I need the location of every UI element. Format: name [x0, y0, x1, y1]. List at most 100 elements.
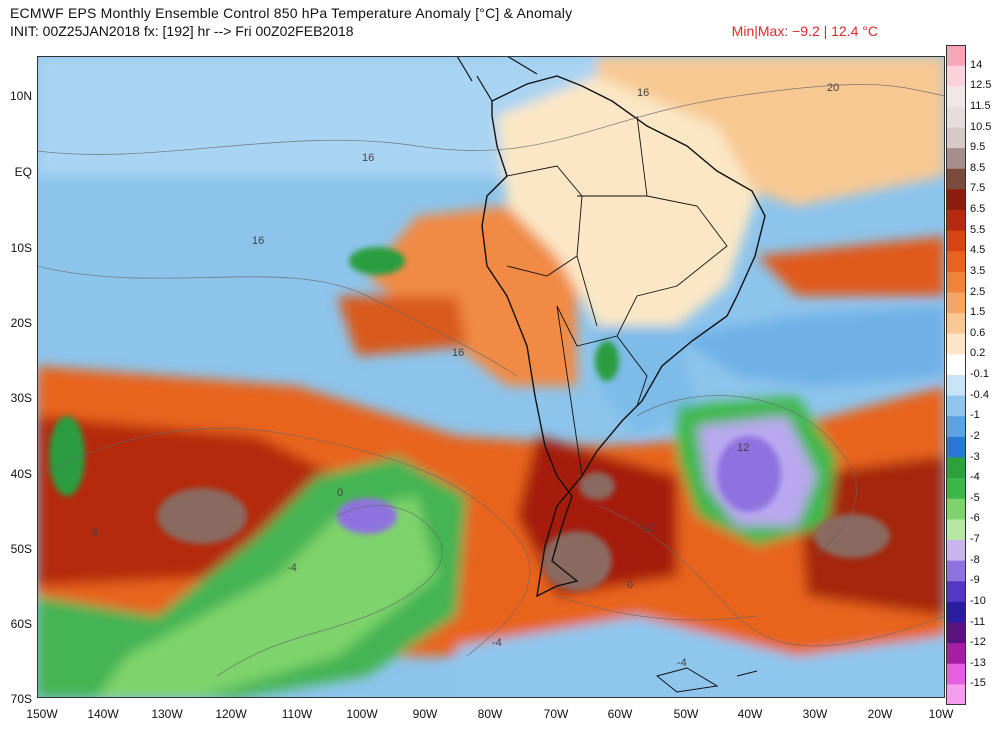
contour-label: 8: [92, 527, 98, 539]
lon-label: 20W: [867, 707, 893, 721]
contour-label: 20: [827, 82, 839, 94]
colorbar-swatch: [946, 251, 966, 273]
colorbar-tick-label: 14: [970, 58, 983, 71]
colorbar-swatch: [946, 643, 966, 665]
contour-label: 0: [627, 579, 633, 591]
south-america-coastline: [481, 75, 766, 598]
contour-label: 12: [642, 522, 654, 534]
colorbar-tick-label: 1.5: [970, 306, 986, 319]
colorbar-tick-label: 7.5: [970, 182, 986, 195]
colorbar-tick-label: 12.5: [970, 79, 992, 92]
lon-label: 70W: [543, 707, 569, 721]
lon-label: 30W: [802, 707, 828, 721]
lat-label-10n: 10N: [9, 89, 32, 103]
contour-label: 16: [362, 152, 374, 164]
colorbar-swatch: [946, 581, 966, 603]
cold-core-atlantic: [717, 436, 781, 512]
colorbar-tick-label: 3.5: [970, 264, 986, 277]
colorbar-swatch: [946, 230, 966, 252]
init-time-line: INIT: 00Z25JAN2018 fx: [192] hr --> Fri …: [10, 23, 354, 39]
colorbar: [946, 45, 966, 705]
colorbar-swatch: [946, 189, 966, 211]
colorbar-swatch: [946, 313, 966, 335]
lat-label-60s: 60S: [10, 617, 32, 631]
lat-label-30s: 30S: [10, 391, 32, 405]
lat-label-70s: 70S: [10, 692, 32, 706]
contour-label: 0: [337, 487, 343, 499]
map-title: ECMWF EPS Monthly Ensemble Control 850 h…: [10, 5, 573, 21]
colorbar-tick-label: -0.1: [970, 368, 989, 380]
warm-core-patagonia: [542, 531, 612, 591]
warm-band-tropics-east: [597, 56, 945, 206]
lon-label: 50W: [673, 707, 699, 721]
colorbar-swatch: [946, 333, 966, 355]
lon-label: 130W: [151, 707, 183, 721]
colorbar-tick-label: -11: [970, 615, 986, 628]
colorbar-tick-label: -7: [970, 533, 980, 545]
lon-label: 120W: [215, 707, 247, 721]
colorbar-swatch: [946, 168, 966, 190]
colorbar-swatch: [946, 560, 966, 582]
colorbar-swatch: [946, 65, 966, 87]
colorbar-tick-label: 9.5: [970, 141, 986, 154]
colorbar-tick-label: 0.2: [970, 347, 986, 360]
colorbar-tick-label: 4.5: [970, 244, 986, 257]
contour-label: -4: [677, 657, 687, 669]
warm-core-west: [157, 488, 247, 544]
warm-core-east: [814, 514, 890, 558]
colorbar-tick-label: -5: [970, 491, 980, 504]
colorbar-swatch: [946, 622, 966, 644]
lon-label: 140W: [87, 707, 119, 721]
lon-label: 10W: [928, 707, 954, 721]
lon-label: 60W: [607, 707, 633, 721]
colorbar-swatch: [946, 684, 966, 705]
lon-label: 40W: [737, 707, 763, 721]
colorbar-tick-label: -8: [970, 553, 980, 566]
colorbar-tick-label: 5.5: [970, 223, 986, 236]
colorbar-swatch: [946, 127, 966, 149]
colorbar-tick-label: 8.5: [970, 161, 986, 174]
lon-label: 150W: [26, 707, 58, 721]
colorbar-swatch: [946, 106, 966, 128]
continent-interior: [497, 76, 757, 326]
colorbar-swatch: [946, 601, 966, 623]
lat-label-10s: 10S: [10, 241, 32, 255]
lat-label-eq: EQ: [14, 165, 32, 179]
colorbar-swatch: [946, 86, 966, 108]
colorbar-tick-label: -1: [970, 409, 980, 422]
lon-label: 90W: [412, 707, 438, 721]
colorbar-swatch: [946, 540, 966, 562]
lon-label: 80W: [477, 707, 503, 721]
colorbar-swatch: [946, 271, 966, 293]
colorbar-swatch: [946, 478, 966, 500]
colorbar-swatch: [946, 148, 966, 170]
colorbar-swatch: [946, 519, 966, 541]
colorbar-swatch: [946, 210, 966, 232]
colorbar-swatch: [946, 457, 966, 479]
colorbar-swatch: [946, 663, 966, 685]
colorbar-tick-label: 0.6: [970, 326, 986, 339]
colorbar-tick-label: -6: [970, 512, 980, 525]
lat-label-20s: 20S: [10, 316, 32, 330]
colorbar-swatch: [946, 45, 966, 67]
contour-label: 12: [737, 442, 749, 454]
contour-label: -4: [492, 637, 502, 649]
min-max-readout: Min|Max: −9.2 | 12.4 °C: [731, 23, 878, 39]
lat-label-50s: 50S: [10, 542, 32, 556]
colorbar-tick-label: 2.5: [970, 285, 986, 298]
colorbar-tick-label: -3: [970, 450, 980, 463]
cold-core-pacific: [337, 498, 397, 534]
colorbar-tick-label: -13: [970, 656, 986, 669]
contour-label: -4: [287, 562, 297, 574]
colorbar-tick-label: -10: [970, 594, 986, 607]
colorbar-tick-label: -12: [970, 636, 986, 649]
colorbar-tick-label: 10.5: [970, 120, 992, 133]
colorbar-tick-label: -0.4: [970, 388, 989, 401]
colorbar-swatch: [946, 395, 966, 417]
lat-label-40s: 40S: [10, 467, 32, 481]
colorbar-tick-label: 11.5: [970, 99, 991, 112]
anomaly-map: 16 20 16 16 16 12 8 0 -4 -4 0 -4 12: [37, 56, 945, 698]
colorbar-tick-label: -4: [970, 471, 980, 484]
colorbar-swatch: [946, 498, 966, 520]
contour-label: 16: [252, 235, 264, 247]
